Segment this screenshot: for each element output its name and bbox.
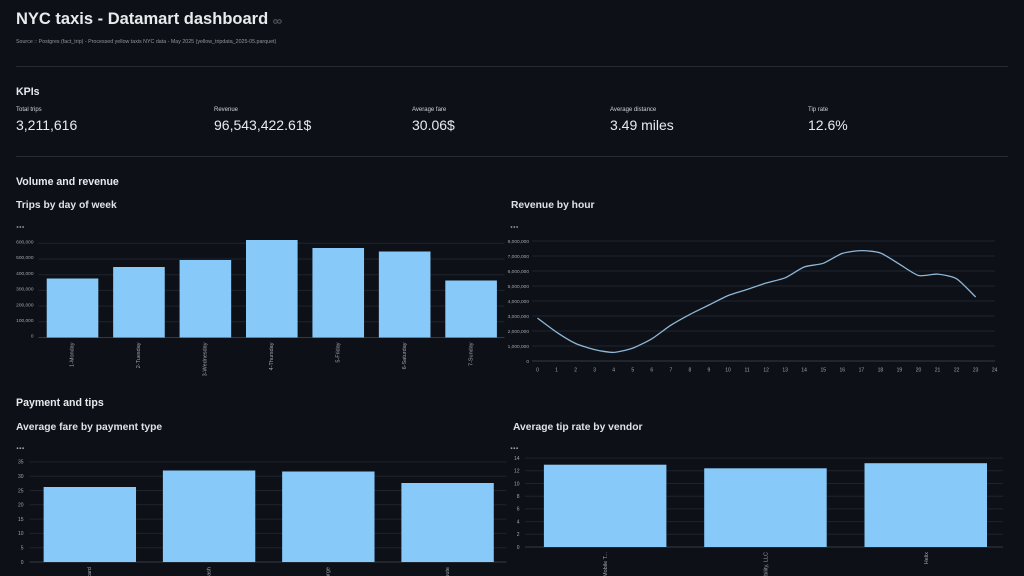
- svg-text:Curb Mobility, LLC: Curb Mobility, LLC: [763, 552, 769, 576]
- svg-text:1-Credit card: 1-Credit card: [87, 567, 93, 576]
- svg-text:1: 1: [555, 368, 558, 374]
- svg-text:4: 4: [612, 368, 615, 374]
- svg-text:11: 11: [744, 368, 749, 374]
- svg-text:Creative Mobile T...: Creative Mobile T...: [603, 552, 609, 576]
- svg-text:200,000: 200,000: [16, 302, 34, 308]
- svg-text:19: 19: [897, 368, 903, 374]
- svg-text:10: 10: [725, 368, 731, 374]
- svg-text:4,000,000: 4,000,000: [508, 299, 530, 305]
- svg-text:14: 14: [514, 456, 520, 462]
- svg-text:5,000,000: 5,000,000: [508, 284, 530, 290]
- svg-text:12: 12: [514, 469, 520, 475]
- svg-text:3,000,000: 3,000,000: [508, 314, 530, 320]
- svg-text:30: 30: [18, 474, 24, 480]
- svg-text:17: 17: [859, 368, 865, 374]
- svg-text:8: 8: [689, 368, 692, 374]
- svg-text:3-No charge: 3-No charge: [326, 567, 332, 576]
- svg-text:7: 7: [669, 368, 672, 374]
- svg-text:Helix: Helix: [924, 552, 930, 564]
- svg-text:12: 12: [763, 368, 769, 374]
- svg-text:15: 15: [18, 517, 24, 523]
- svg-text:600,000: 600,000: [16, 240, 34, 246]
- svg-text:21: 21: [935, 368, 941, 374]
- svg-text:1-Monday: 1-Monday: [70, 342, 76, 367]
- svg-text:100,000: 100,000: [16, 318, 34, 324]
- svg-text:5: 5: [21, 546, 24, 552]
- svg-text:5: 5: [631, 368, 634, 374]
- svg-text:6,000,000: 6,000,000: [508, 269, 530, 275]
- svg-text:4-Thursday: 4-Thursday: [269, 342, 275, 370]
- svg-text:300,000: 300,000: [16, 287, 34, 293]
- svg-text:400,000: 400,000: [16, 271, 34, 277]
- svg-text:0: 0: [517, 545, 520, 551]
- svg-text:500,000: 500,000: [16, 255, 34, 261]
- svg-text:10: 10: [18, 531, 24, 537]
- svg-text:6: 6: [650, 368, 653, 374]
- svg-text:22: 22: [954, 368, 960, 374]
- svg-text:23: 23: [973, 368, 979, 374]
- svg-text:0: 0: [536, 368, 539, 374]
- svg-text:35: 35: [18, 460, 24, 466]
- svg-text:0: 0: [526, 359, 529, 365]
- svg-text:6-Saturday: 6-Saturday: [402, 342, 408, 369]
- svg-text:0: 0: [31, 334, 34, 340]
- svg-text:0: 0: [21, 560, 24, 566]
- svg-text:20: 20: [18, 503, 24, 509]
- svg-text:18: 18: [878, 368, 884, 374]
- svg-text:24: 24: [992, 368, 998, 374]
- svg-text:3-Wednesday: 3-Wednesday: [203, 342, 209, 376]
- svg-text:13: 13: [782, 368, 788, 374]
- svg-text:14: 14: [801, 368, 807, 374]
- svg-text:20: 20: [916, 368, 922, 374]
- svg-text:2: 2: [517, 532, 520, 538]
- svg-text:2-Cash: 2-Cash: [206, 567, 212, 576]
- svg-text:15: 15: [820, 368, 826, 374]
- svg-text:4: 4: [517, 519, 520, 525]
- svg-text:5-Friday: 5-Friday: [335, 342, 341, 362]
- svg-text:1,000,000: 1,000,000: [508, 344, 530, 350]
- svg-text:9: 9: [708, 368, 711, 374]
- svg-text:3: 3: [593, 368, 596, 374]
- svg-text:10: 10: [514, 481, 520, 487]
- svg-text:8: 8: [517, 494, 520, 500]
- svg-text:8,000,000: 8,000,000: [508, 239, 530, 245]
- svg-text:16: 16: [840, 368, 846, 374]
- svg-text:6: 6: [517, 507, 520, 513]
- svg-text:7,000,000: 7,000,000: [508, 254, 530, 260]
- svg-text:7-Sunday: 7-Sunday: [468, 342, 474, 366]
- svg-text:4-Dispute: 4-Dispute: [445, 567, 451, 576]
- svg-text:2,000,000: 2,000,000: [508, 329, 530, 335]
- svg-text:25: 25: [18, 488, 24, 494]
- svg-text:2: 2: [574, 368, 577, 374]
- svg-text:2-Tuesday: 2-Tuesday: [136, 342, 142, 368]
